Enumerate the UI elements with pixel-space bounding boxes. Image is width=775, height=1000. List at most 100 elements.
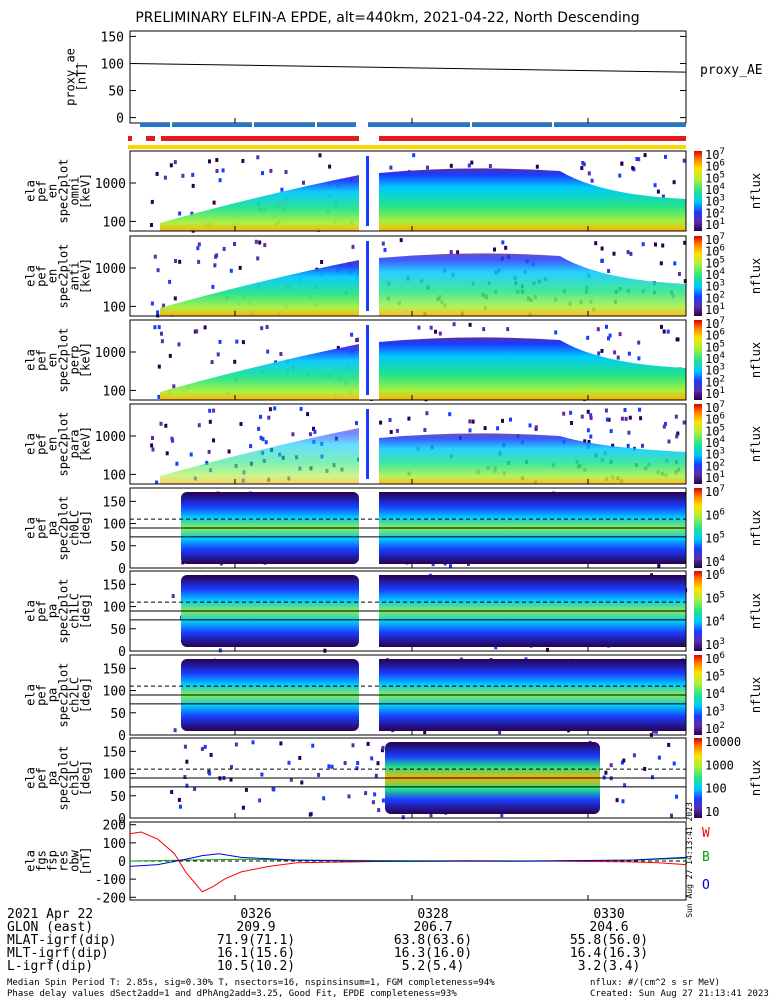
heatmap-frame (129, 570, 687, 652)
heatmap-band (160, 344, 359, 400)
row-value: 3.2(3.4) (577, 959, 641, 974)
proxy-ae-frame (129, 30, 687, 124)
heatmap-cell (611, 443, 615, 448)
footer-created: Created: Sun Aug 27 21:13:41 2023 (590, 989, 769, 999)
y-axis-label: en (46, 269, 60, 283)
colorbar-label: nflux (749, 258, 763, 294)
heatmap-cell (651, 729, 655, 734)
heatmap-cell (654, 242, 657, 247)
status-bar-red (128, 136, 132, 141)
y-tick-label: 1000 (95, 262, 126, 277)
heatmap-cell (371, 800, 375, 805)
y-tick-label: 100 (103, 300, 126, 315)
y-tick-label: 150 (103, 495, 126, 510)
heatmap-cell (581, 161, 585, 165)
heatmap-cell (661, 243, 665, 248)
y-tick-label: 100 (103, 768, 126, 783)
heatmap-cell (279, 741, 283, 746)
heatmap-cell (594, 241, 598, 246)
timestamp-vertical: Sun Aug 27 14:13:41 2023 (685, 802, 694, 918)
heatmap-cell (389, 165, 393, 170)
heatmap-cell (284, 170, 288, 174)
colorbar-tick-label: 106 (705, 412, 725, 427)
row-value: 63.8(63.6) (393, 933, 473, 948)
heatmap-cell (185, 759, 189, 764)
y-axis-label: [keV] (79, 426, 93, 462)
y-axis-label: res (57, 850, 71, 872)
heatmap-cell (659, 261, 663, 266)
colorbar (694, 571, 702, 651)
heatmap-cell (266, 349, 270, 354)
heatmap-frame (129, 654, 687, 736)
heatmap-cell (641, 443, 644, 448)
heatmap-cell (608, 333, 612, 338)
heatmap-cell (399, 238, 403, 243)
heatmap-cell (208, 419, 212, 424)
y-axis-label: spec2plot (57, 158, 71, 223)
heatmap-cell (620, 760, 624, 765)
heatmap-cell (639, 416, 643, 421)
heatmap-cell (586, 428, 590, 433)
y-tick-label: 100 (101, 57, 124, 72)
heatmap-cell (664, 154, 667, 159)
colorbar-tick-label: 104 (705, 351, 725, 366)
heatmap-cell (412, 153, 416, 158)
heatmap-cell (660, 324, 663, 329)
heatmap-cell (171, 594, 175, 599)
colorbar (694, 404, 702, 484)
heatmap-cell (164, 423, 168, 428)
row-value: 5.2(5.4) (401, 959, 465, 974)
heatmap-cell (661, 194, 665, 199)
y-axis-label: para (68, 430, 82, 459)
heatmap-cell (374, 773, 378, 778)
heatmap-cell (215, 169, 219, 173)
y-axis-label: ela (24, 180, 38, 202)
heatmap-cell (256, 256, 260, 261)
colorbar-tick-label: 106 (705, 507, 725, 522)
y-axis-label: pef (35, 517, 49, 539)
heatmap-cell (241, 340, 245, 345)
heatmap-cell (244, 787, 248, 792)
heatmap-cell (426, 165, 429, 170)
heatmap-cell (468, 428, 472, 433)
heatmap-cell (279, 352, 283, 356)
heatmap-cell (177, 342, 181, 347)
colorbar-tick-label: 106 (705, 328, 725, 343)
heatmap-cell (195, 329, 199, 334)
colorbar-tick-label: 105 (705, 590, 725, 605)
heatmap-cell (624, 416, 628, 421)
heatmap-cell (169, 163, 173, 168)
heatmap-cell (641, 242, 645, 247)
heatmap-cell (234, 742, 238, 747)
heatmap-cell (431, 562, 435, 567)
heatmap-cell (183, 744, 187, 749)
heatmap-cell (213, 263, 217, 268)
colorbar-tick-label: 105 (705, 669, 725, 684)
y-axis-label: proxy_ae (64, 48, 78, 106)
status-bar-gap (356, 122, 368, 128)
heatmap-cell (666, 329, 670, 334)
heatmap-panel (129, 737, 702, 820)
heatmap-cell (168, 353, 172, 358)
colorbar (694, 655, 702, 735)
heatmap-cell (468, 322, 472, 327)
colorbar-tick-label: 105 (705, 339, 725, 354)
heatmap-cell (638, 407, 642, 412)
heatmap-cell (251, 740, 255, 745)
y-tick-label: -100 (95, 873, 126, 888)
heatmap-cell (683, 240, 687, 245)
heatmap-cell (227, 449, 231, 454)
heatmap-cell (150, 301, 154, 306)
y-axis-label: ela (24, 767, 38, 789)
heatmap-cell (449, 163, 453, 168)
heatmap-cell (449, 564, 452, 569)
heatmap-cell (260, 772, 264, 777)
heatmap-cell (356, 337, 360, 342)
colorbar-tick-label: 100 (705, 782, 727, 796)
mag-series-line (129, 853, 687, 867)
heatmap-cell (261, 171, 264, 176)
colorbar-label: nflux (749, 426, 763, 462)
heatmap-frame (129, 319, 687, 401)
heatmap-panel (129, 319, 702, 402)
heatmap-cell (318, 153, 322, 158)
